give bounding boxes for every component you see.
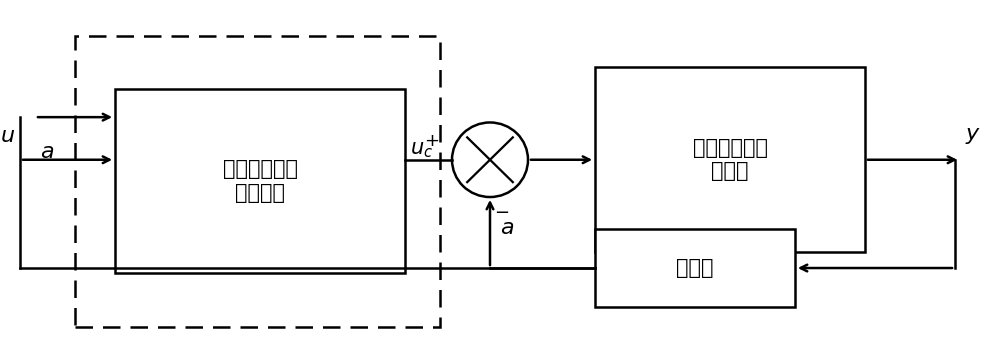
Text: 液压振动台控
制系统: 液压振动台控 制系统 [692,138,768,181]
Text: $u$: $u$ [0,126,15,146]
Text: $a$: $a$ [500,218,514,238]
Bar [115,89,405,273]
Ellipse shape [452,122,528,197]
Text: $+$: $+$ [424,132,440,150]
Text: $a$: $a$ [40,142,54,162]
Text: $u_c$: $u_c$ [410,140,433,160]
Bar [75,36,440,327]
Text: 传感器: 传感器 [676,258,714,278]
Bar [595,229,795,307]
Text: $-$: $-$ [494,202,509,220]
Text: 变步长自适应
幅相控制: 变步长自适应 幅相控制 [222,159,298,203]
Text: $y$: $y$ [965,126,981,146]
Bar [595,67,865,252]
